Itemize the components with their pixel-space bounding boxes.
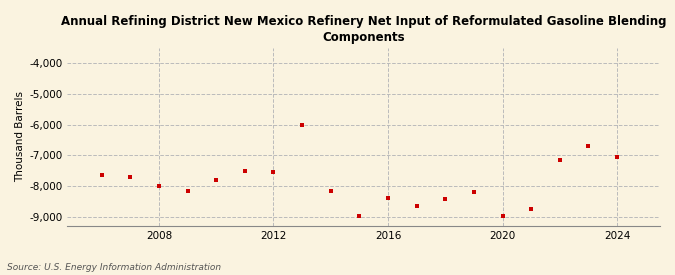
Point [526,207,537,211]
Point [240,169,250,173]
Point [297,123,308,127]
Point [440,197,451,201]
Point [97,173,107,177]
Point [554,158,565,162]
Text: Source: U.S. Energy Information Administration: Source: U.S. Energy Information Administ… [7,263,221,272]
Point [354,214,364,218]
Y-axis label: Thousand Barrels: Thousand Barrels [15,91,25,182]
Point [468,190,479,194]
Point [411,204,422,208]
Point [182,188,193,193]
Point [612,155,622,159]
Title: Annual Refining District New Mexico Refinery Net Input of Reformulated Gasoline : Annual Refining District New Mexico Refi… [61,15,666,44]
Point [153,184,164,188]
Point [497,214,508,218]
Point [583,144,594,148]
Point [211,178,221,182]
Point [325,188,336,193]
Point [383,196,394,200]
Point [125,175,136,179]
Point [268,170,279,174]
